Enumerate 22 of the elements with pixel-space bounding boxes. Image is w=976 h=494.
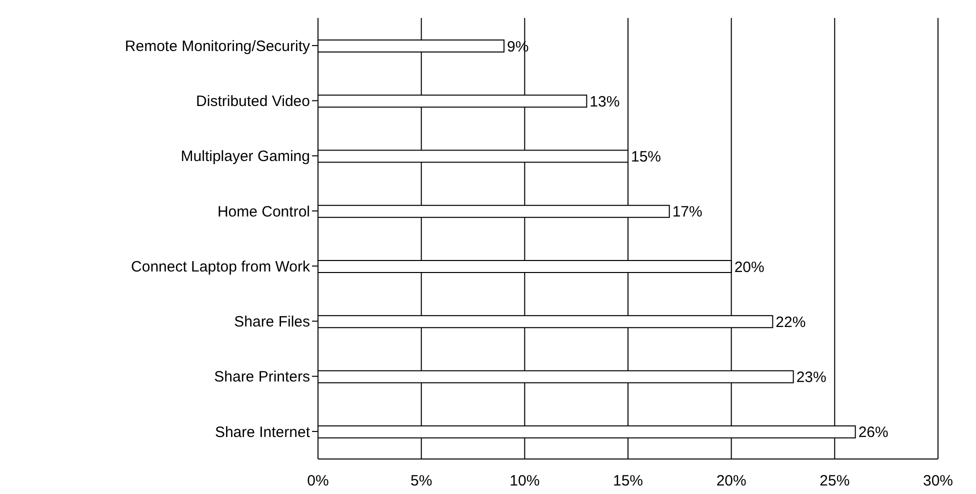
x-tick-label: 25% xyxy=(820,472,850,490)
y-tick-label: Home Control xyxy=(217,203,310,220)
data-label: 20% xyxy=(734,258,764,276)
y-tick-label: Share Printers xyxy=(214,368,310,386)
data-label: 13% xyxy=(590,93,620,110)
x-tick-label: 10% xyxy=(510,472,540,490)
y-tick-label: Connect Laptop from Work xyxy=(131,258,310,276)
y-tick-label: Distributed Video xyxy=(196,93,310,110)
x-tick-label: 0% xyxy=(307,472,329,490)
y-tick-label: Multiplayer Gaming xyxy=(180,148,310,166)
x-tick-label: 5% xyxy=(410,472,432,490)
data-label: 26% xyxy=(858,424,888,442)
data-label: 23% xyxy=(796,369,826,386)
data-label: 22% xyxy=(776,314,806,331)
y-tick-label: Share Internet xyxy=(214,424,311,441)
x-tick-label: 15% xyxy=(612,472,644,490)
data-label: 15% xyxy=(631,148,662,166)
y-tick-label: Remote Monitoring/Security xyxy=(124,38,310,55)
x-tick-label: 30% xyxy=(922,472,954,490)
data-label: 17% xyxy=(672,204,702,221)
x-tick-label: 20% xyxy=(716,472,746,490)
y-tick-label: Share Files xyxy=(234,314,310,331)
